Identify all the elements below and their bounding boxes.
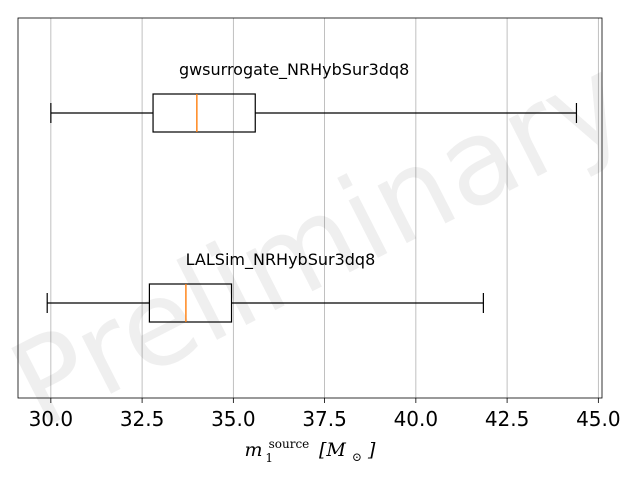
x-axis-label-unit: [M [319, 439, 346, 461]
x-tick-label: 40.0 [394, 407, 439, 431]
x-axis-label-sub: 1 [265, 451, 273, 465]
plot-area-frame [17, 17, 603, 399]
x-axis-label-unit-close: ] [367, 439, 376, 461]
x-axis: 30.0 32.5 35.0 37.5 40.0 42.5 45.0 [29, 398, 621, 431]
x-tick-label: 35.0 [211, 407, 256, 431]
box-2: LALSim_NRHybSur3dq8 [46, 250, 484, 323]
iqr-box [148, 283, 233, 323]
x-axis-label-main: m [245, 439, 263, 461]
iqr-box [152, 93, 256, 133]
watermark: Preliminary [0, 29, 640, 454]
box-layer: gwsurrogate_NRHybSur3dq8 LALSim_NRHybSur3… [46, 60, 578, 323]
x-axis-label: m source 1 [M ⊙ ] [245, 431, 377, 467]
x-tick-label: 45.0 [576, 407, 621, 431]
series-label: gwsurrogate_NRHybSur3dq8 [179, 60, 409, 80]
series-label: LALSim_NRHybSur3dq8 [186, 250, 376, 270]
x-axis-label-sup: source [269, 437, 310, 451]
x-tick-label: 30.0 [29, 407, 74, 431]
box-1: gwsurrogate_NRHybSur3dq8 [50, 60, 578, 133]
grid-lines [50, 18, 599, 398]
x-tick-label: 32.5 [120, 407, 165, 431]
x-tick-label: 42.5 [485, 407, 530, 431]
x-tick-label: 37.5 [302, 407, 347, 431]
x-axis-label-unit-sub: ⊙ [352, 450, 362, 464]
